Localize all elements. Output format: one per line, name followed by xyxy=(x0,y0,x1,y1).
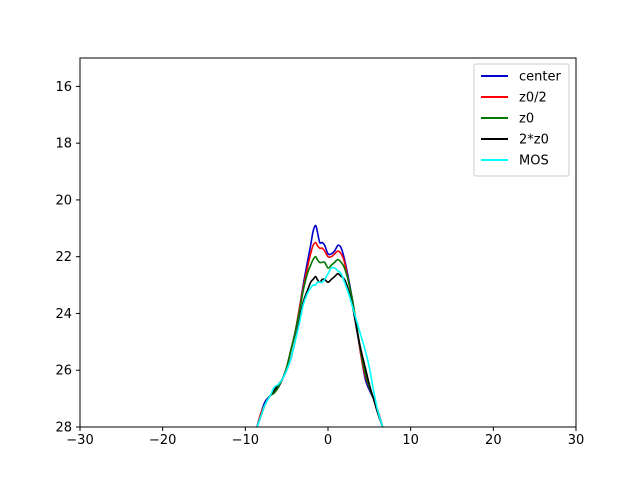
y-tick-label: 24 xyxy=(55,307,72,322)
x-tick-label: 10 xyxy=(402,433,419,448)
legend-label: 2*z0 xyxy=(519,133,549,148)
x-tick-label: 20 xyxy=(485,433,502,448)
x-tick-label: 0 xyxy=(324,433,332,448)
y-tick-label: 28 xyxy=(55,421,72,436)
y-tick-label: 26 xyxy=(55,364,72,379)
legend-label: MOS xyxy=(519,154,549,169)
y-tick-label: 16 xyxy=(55,80,72,95)
x-tick-label: −30 xyxy=(66,433,93,448)
legend-label: center xyxy=(519,70,561,85)
x-axis: −30 −20 −10 0 10 20 30 xyxy=(66,427,584,448)
legend-box xyxy=(473,63,570,177)
y-tick-label: 18 xyxy=(55,137,72,152)
y-tick-label: 20 xyxy=(55,193,72,208)
x-tick-label: −20 xyxy=(149,433,176,448)
y-axis: 16 18 20 22 24 26 28 xyxy=(55,80,80,436)
legend: center z0/2 z0 2*z0 MOS xyxy=(473,63,570,177)
series-layer xyxy=(256,224,384,427)
y-tick-label: 22 xyxy=(55,250,72,265)
series-line-mos xyxy=(256,266,384,427)
x-tick-label: −10 xyxy=(232,433,259,448)
legend-label: z0/2 xyxy=(519,91,547,106)
x-tick-label: 30 xyxy=(568,433,585,448)
legend-label: z0 xyxy=(519,112,534,127)
